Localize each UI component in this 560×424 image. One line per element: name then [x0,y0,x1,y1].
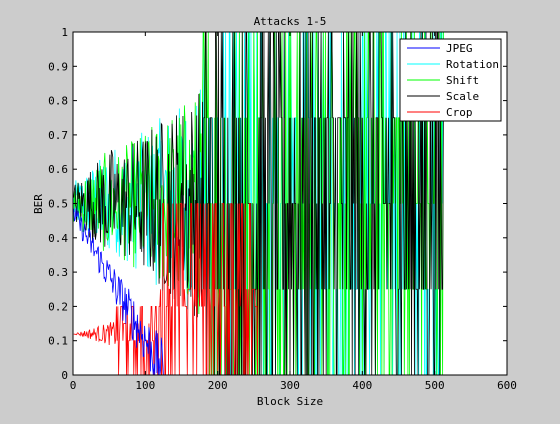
y-tick-label: 1 [61,26,68,39]
legend-label-scale: Scale [446,90,479,103]
y-tick-label: 0.9 [48,60,68,73]
x-tick-label: 500 [425,379,445,392]
y-tick-label: 0.3 [48,266,68,279]
y-tick-label: 0.5 [48,198,68,211]
y-tick-label: 0.1 [48,335,68,348]
x-axis-label: Block Size [257,395,323,408]
x-tick-label: 0 [70,379,77,392]
series-line-jpeg [73,208,166,376]
series-line-crop [73,203,259,376]
y-tick-label: 0 [61,369,68,382]
y-tick-label: 0.6 [48,163,68,176]
x-tick-label: 400 [352,379,372,392]
series-layer [73,31,444,376]
x-tick-label: 100 [135,379,155,392]
legend-label-crop: Crop [446,106,473,119]
x-tick-label: 200 [208,379,228,392]
x-tick-label: 600 [497,379,517,392]
y-tick-label: 0.4 [48,232,68,245]
legend: JPEG Rotation Shift Scale Crop [399,38,502,122]
y-axis-label: BER [32,194,45,214]
series-line-shift [73,31,444,376]
ticks-layer: 0 100 200 300 400 500 600 0 0.1 0.2 0.3 0.4 0.5 0.6 0.… [48,26,517,392]
y-tick-label: 0.8 [48,95,68,108]
y-tick-label: 0.2 [48,300,68,313]
chart-title: Attacks 1-5 [254,15,327,28]
x-tick-label: 300 [280,379,300,392]
legend-label-shift: Shift [446,74,479,87]
y-tick-label: 0.7 [48,129,68,142]
series-line-scale [73,31,444,376]
legend-label-rotation: Rotation [446,58,499,71]
legend-label-jpeg: JPEG [446,42,473,55]
